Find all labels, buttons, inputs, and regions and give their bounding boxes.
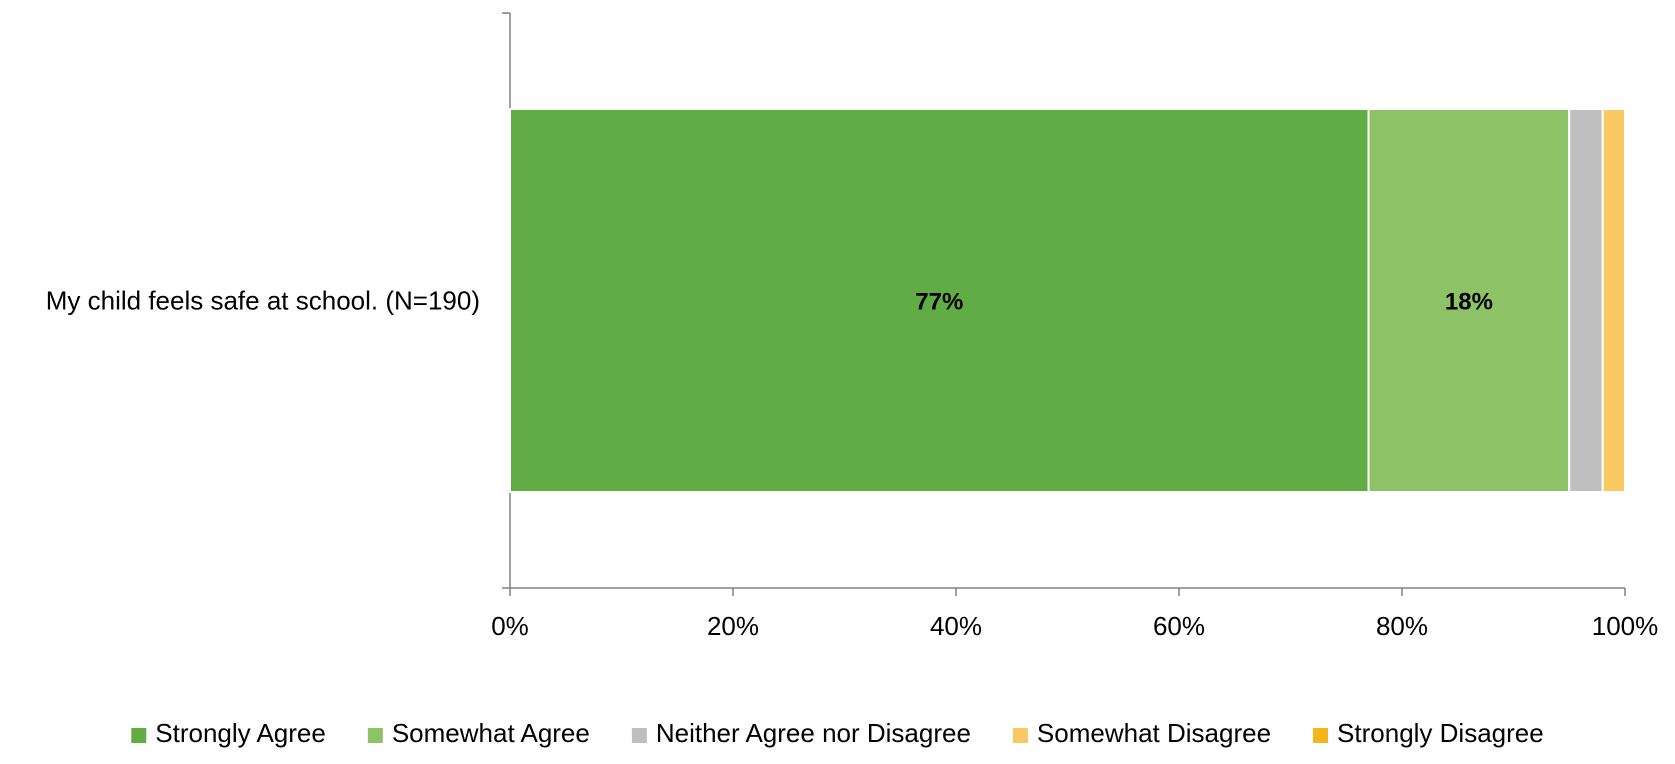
legend-swatch-1 <box>367 728 383 743</box>
legend-label-1: Somewhat Agree <box>392 718 590 748</box>
legend-item-3: Somewhat Disagree <box>1012 718 1271 748</box>
labels-layer: 77% 18% My child feels safe at school. (N=… <box>46 286 1493 316</box>
legend-label-0: Strongly Agree <box>155 718 326 748</box>
category-label-0: My child feels safe at school. (N=190) <box>46 286 480 316</box>
legend-swatch-4 <box>1313 728 1329 743</box>
legend-label-4: Strongly Disagree <box>1337 718 1544 748</box>
x-tick-label-2: 40% <box>930 611 982 641</box>
data-label-0: 77% <box>915 289 963 316</box>
x-tick-label-5: 100% <box>1592 611 1659 641</box>
bar-segment-0 <box>509 108 1370 493</box>
legend-item-4: Strongly Disagree <box>1313 718 1544 748</box>
bar-segment-3 <box>1601 108 1626 493</box>
bars-layer <box>509 108 1626 493</box>
legend-label-2: Neither Agree nor Disagree <box>656 718 971 748</box>
bar-segment-1 <box>1367 108 1571 493</box>
legend-swatch-2 <box>631 728 647 743</box>
legend-swatch-0 <box>131 728 147 743</box>
x-tick-label-3: 60% <box>1153 611 1205 641</box>
x-tick-label-4: 80% <box>1376 611 1428 641</box>
legend-item-0: Strongly Agree <box>131 718 326 748</box>
x-tick-label-0: 0% <box>491 611 529 641</box>
legend-item-2: Neither Agree nor Disagree <box>631 718 971 748</box>
axes-layer: 0% 20% 40% 60% 80% 100% <box>491 12 1659 641</box>
legend-item-1: Somewhat Agree <box>367 718 590 748</box>
bar-segment-2 <box>1568 108 1604 493</box>
x-tick-label-1: 20% <box>707 611 759 641</box>
data-label-1: 18% <box>1445 289 1493 316</box>
legend: Strongly Agree Somewhat Agree Neither Agre… <box>131 718 1544 748</box>
legend-label-3: Somewhat Disagree <box>1037 718 1271 748</box>
legend-swatch-3 <box>1012 728 1028 743</box>
